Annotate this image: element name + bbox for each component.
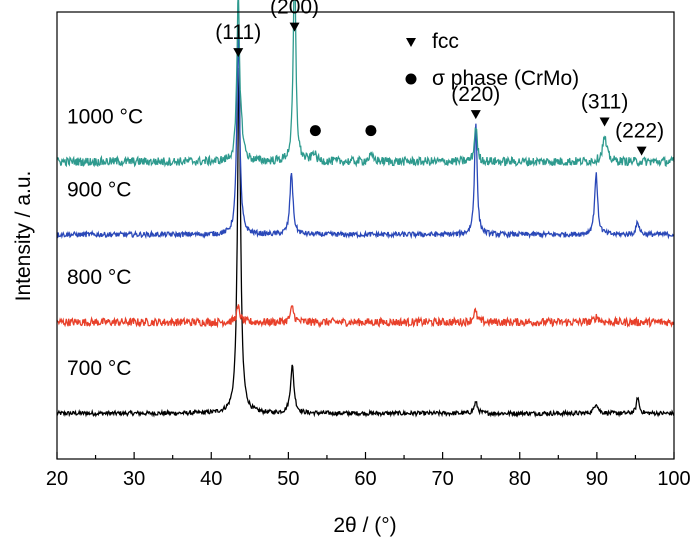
fcc-marker (233, 48, 244, 58)
legend-label: σ phase (CrMo) (432, 67, 579, 90)
fcc-marker (599, 117, 610, 127)
x-tick-label: 40 (200, 468, 222, 490)
peak-label: (111) (215, 21, 261, 44)
legend: fcc σ phase (CrMo) (405, 30, 579, 90)
series-label: 900 °C (67, 178, 131, 201)
x-axis-label: 2θ / (°) (333, 514, 396, 537)
fcc-marker (470, 110, 481, 120)
x-tick-label: 30 (123, 468, 145, 490)
peak-label: (200) (270, 0, 319, 19)
peak-label: (220) (451, 83, 500, 106)
fcc-marker (289, 22, 300, 32)
series-label: 700 °C (67, 357, 131, 380)
peak-label: (222) (615, 120, 664, 143)
sigma-marker (365, 125, 377, 137)
legend-sigma-marker (405, 73, 417, 85)
x-axis: 20 30 40 50 60 70 80 90 100 (46, 452, 691, 490)
fcc-marker (636, 146, 647, 156)
x-tick-label: 80 (509, 468, 531, 490)
peak-label: (311) (581, 90, 628, 113)
series-line (56, 0, 675, 168)
series-line (56, 304, 675, 329)
x-tick-label: 60 (354, 468, 376, 490)
series-labels: 700 °C 800 °C 900 °C 1000 °C (67, 105, 143, 380)
series-curves (56, 0, 675, 418)
y-axis-label: Intensity / a.u. (12, 171, 35, 302)
x-tick-label: 20 (46, 468, 68, 490)
series-line (56, 67, 675, 418)
x-tick-label: 90 (586, 468, 608, 490)
series-label: 1000 °C (67, 105, 143, 128)
legend-label: fcc (432, 30, 459, 53)
x-tick-label: 50 (277, 468, 299, 490)
series-label: 800 °C (67, 266, 131, 289)
x-tick-label: 100 (657, 468, 690, 490)
sigma-marker (309, 125, 321, 137)
series-line (56, 29, 675, 240)
legend-fcc-marker (406, 38, 416, 47)
x-tick-label: 70 (432, 468, 454, 490)
peak-markers: (111) (200) (220) (311) (222) (215, 0, 664, 156)
